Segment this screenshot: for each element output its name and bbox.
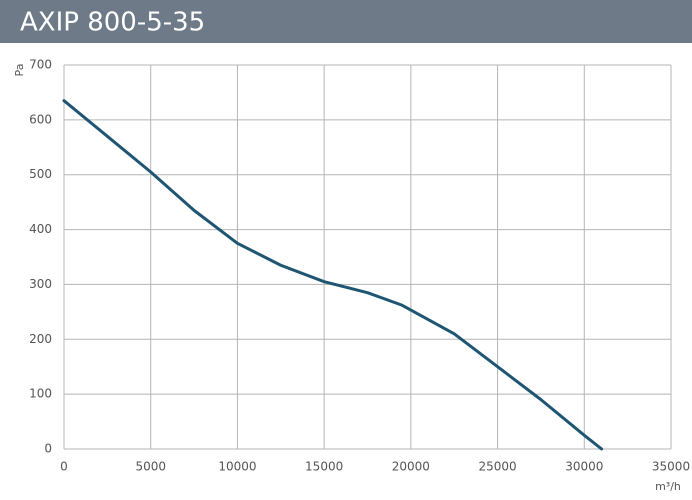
x-tick-label: 30000 xyxy=(565,460,603,474)
x-tick-label: 15000 xyxy=(305,460,343,474)
x-tick-label: 35000 xyxy=(652,460,690,474)
y-tick-label: 300 xyxy=(29,277,52,291)
x-tick-label: 20000 xyxy=(392,460,430,474)
y-tick-label: 0 xyxy=(44,442,52,456)
curve xyxy=(62,99,604,451)
x-axis-label: m³/h xyxy=(655,480,681,493)
y-tick-label: 200 xyxy=(29,332,52,346)
y-tick-label: 400 xyxy=(29,222,52,236)
y-axis-label: Pa xyxy=(13,64,26,77)
title-bar xyxy=(0,0,692,43)
x-tick-label: 5000 xyxy=(135,460,166,474)
y-tick-label: 100 xyxy=(29,387,52,401)
y-tick-label: 600 xyxy=(29,112,52,126)
x-tick-label: 0 xyxy=(60,460,68,474)
y-tick-label: 700 xyxy=(29,58,52,72)
x-tick-label: 25000 xyxy=(478,460,516,474)
chart-title: AXIP 800-5-35 xyxy=(20,8,205,38)
y-tick-label: 500 xyxy=(29,167,52,181)
x-tick-label: 10000 xyxy=(218,460,256,474)
